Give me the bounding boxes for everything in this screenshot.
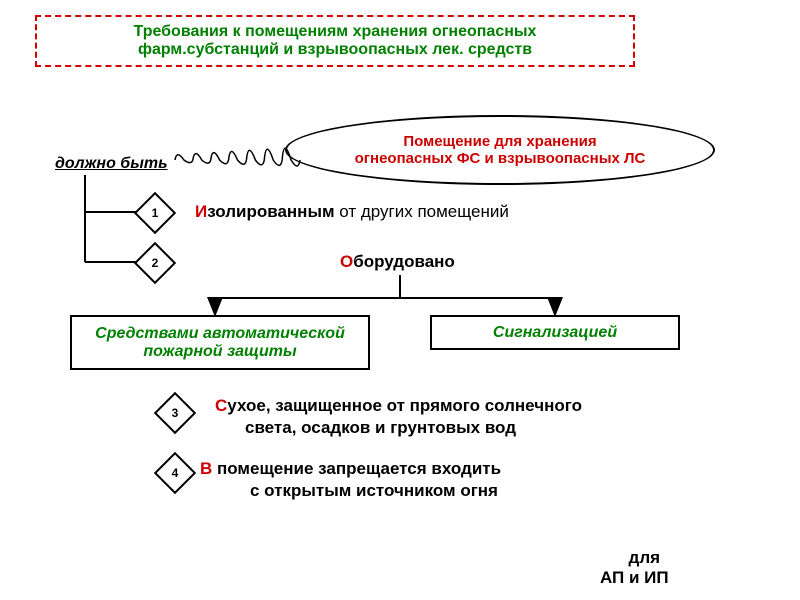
item2-text: Оборудовано — [340, 252, 455, 272]
diamond-1: 1 — [134, 192, 176, 234]
diamond-2: 2 — [134, 242, 176, 284]
alarm-box: Сигнализацией — [430, 315, 680, 350]
diamond-4: 4 — [154, 452, 196, 494]
item3-leading: С — [215, 396, 227, 415]
item2-leading: О — [340, 252, 353, 271]
footer-text: для АП и ИП — [620, 548, 669, 589]
storage-room-ellipse: Помещение для хранения огнеопасных ФС и … — [285, 115, 715, 185]
item1-leading: И — [195, 202, 207, 221]
title-line2: фарм.субстанций и взрывоопасных лек. сре… — [47, 41, 623, 59]
diamond-3: 3 — [154, 392, 196, 434]
fire-protection-box: Средствами автоматической пожарной защит… — [70, 315, 370, 370]
title-line1: Требования к помещениям хранения огнеопа… — [47, 23, 623, 41]
item3-text: Сухое, защищенное от прямого солнечного … — [215, 395, 582, 439]
ellipse-line2: огнеопасных ФС и взрывоопасных ЛС — [355, 150, 646, 167]
connector-overlay — [0, 0, 800, 600]
must-be-label: должно быть — [55, 155, 168, 173]
item1-text: Изолированным от других помещений — [195, 202, 509, 222]
item4-text: В помещение запрещается входить с открыт… — [200, 458, 501, 502]
item4-leading: В — [200, 459, 212, 478]
title-box: Требования к помещениям хранения огнеопа… — [35, 15, 635, 67]
ellipse-line1: Помещение для хранения — [403, 133, 596, 150]
